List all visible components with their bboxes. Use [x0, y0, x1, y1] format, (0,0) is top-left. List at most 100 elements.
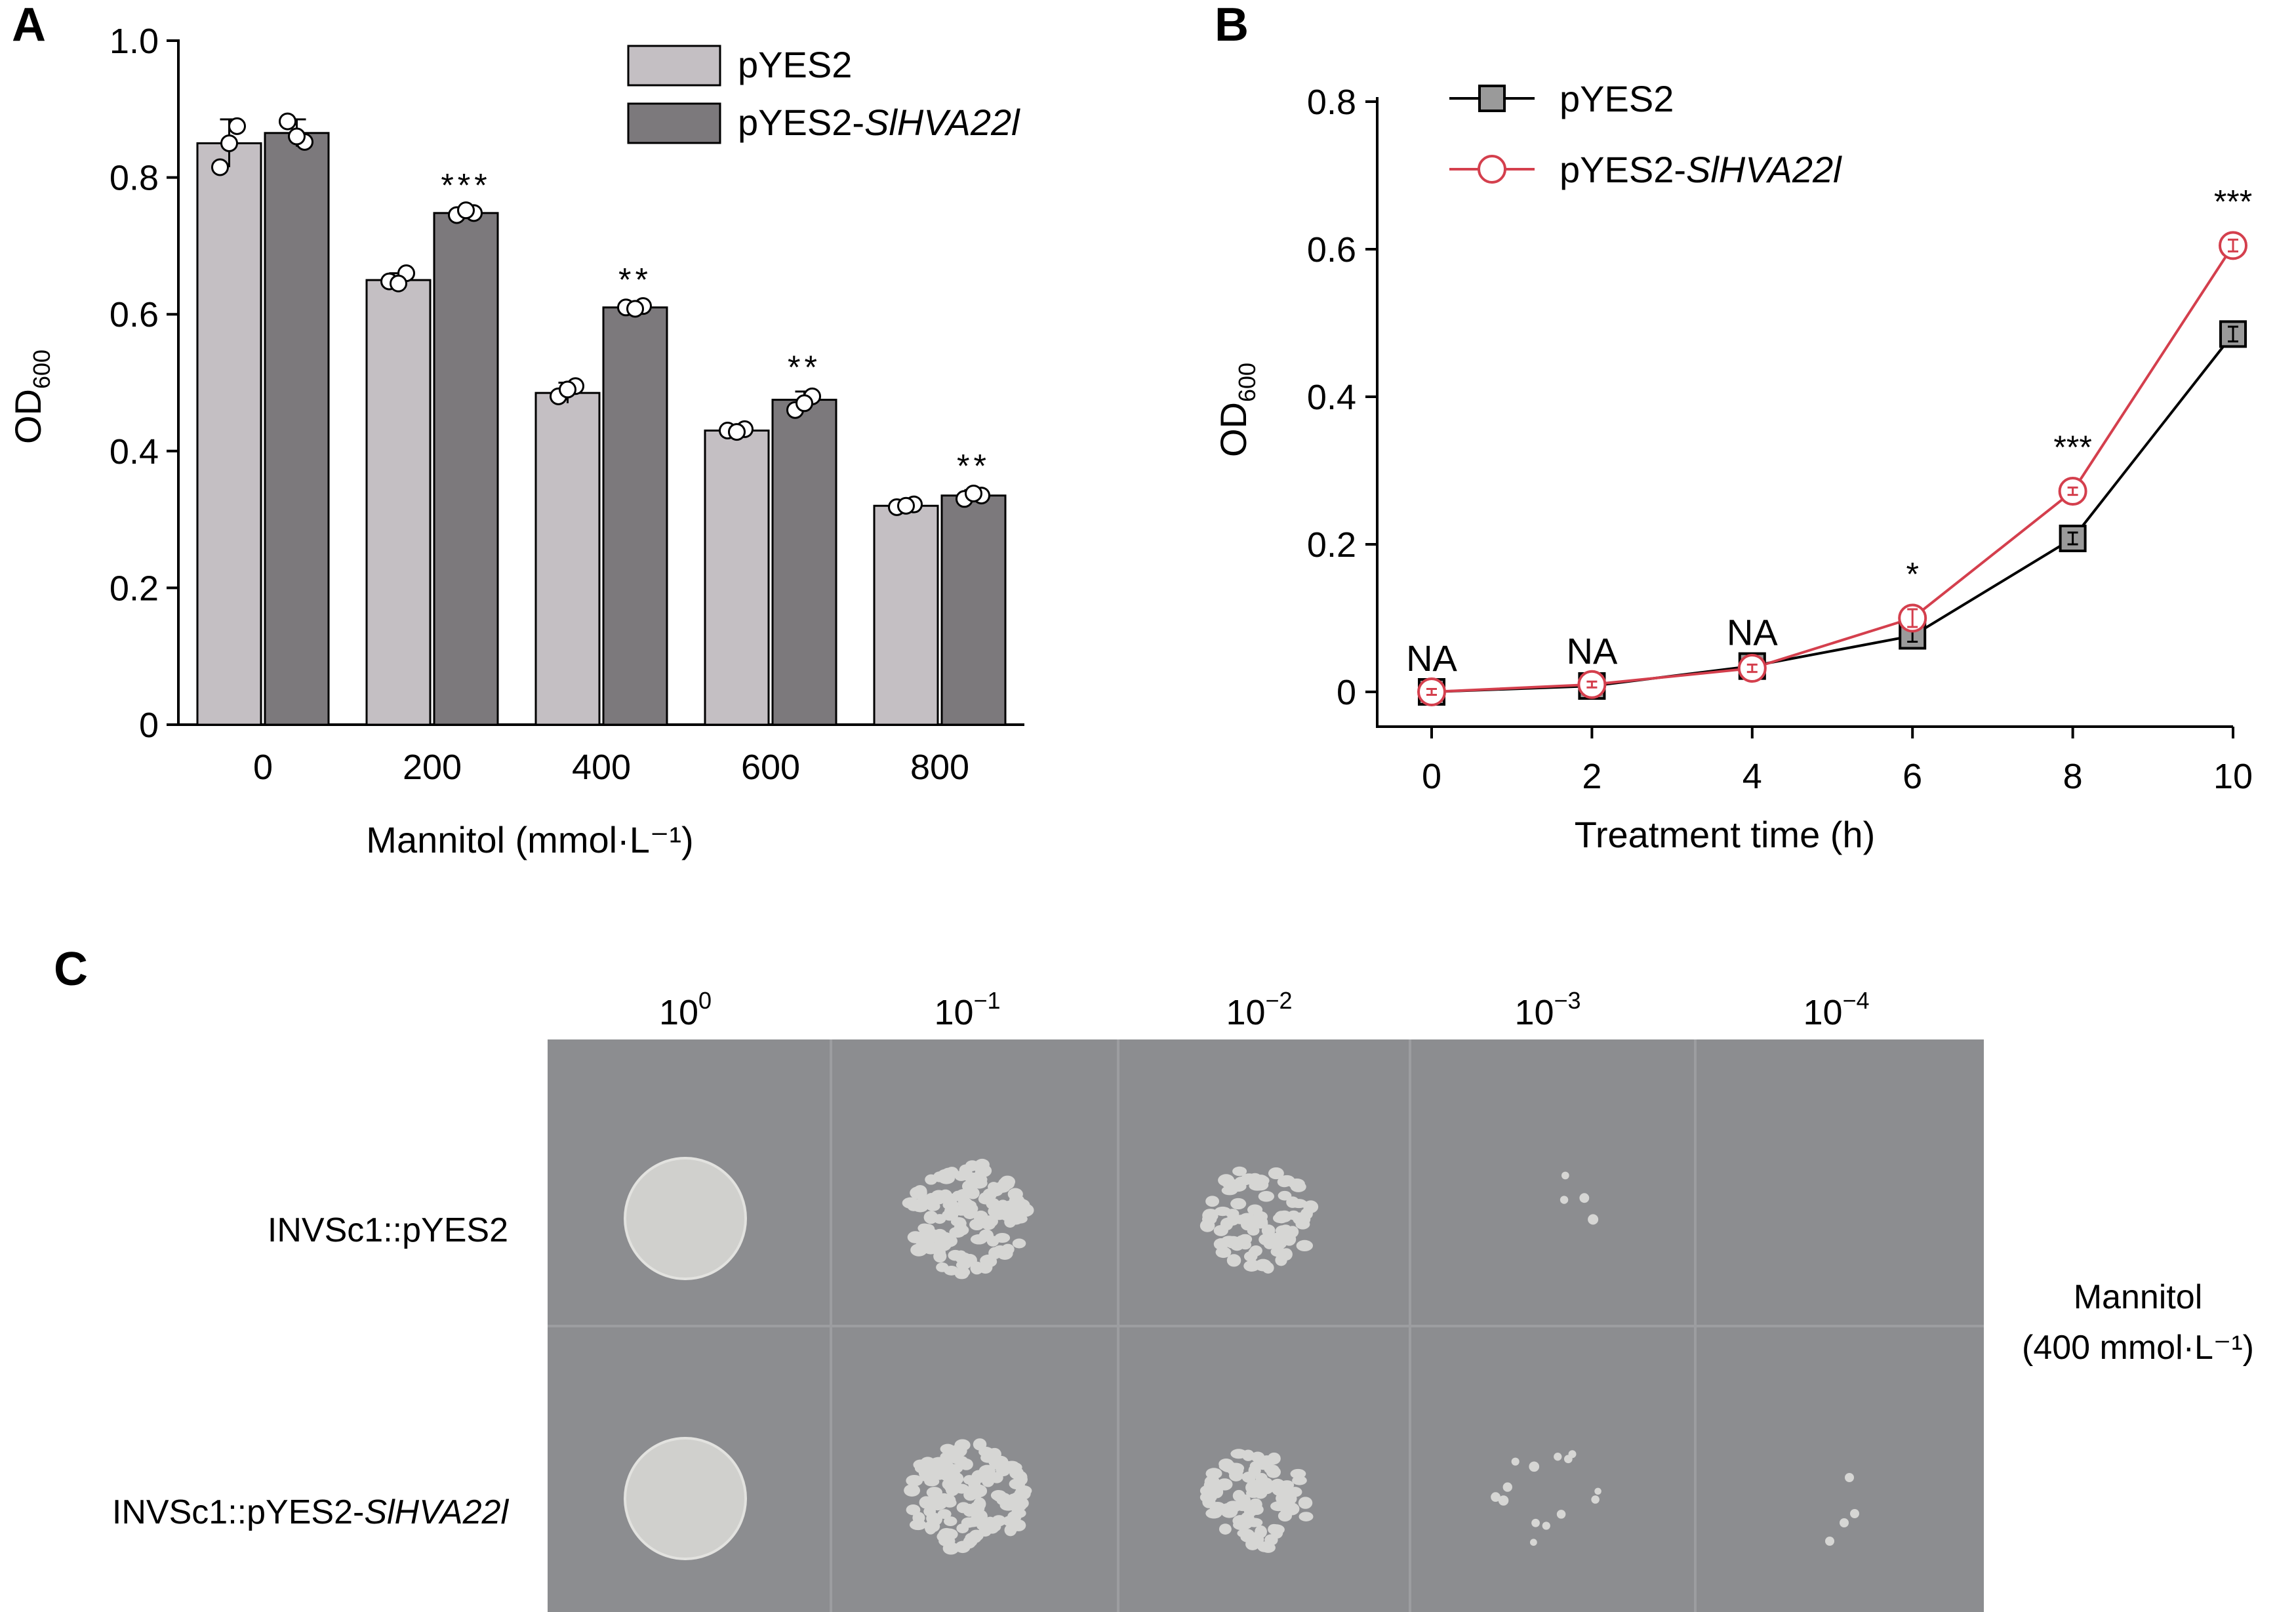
colony — [1209, 1501, 1226, 1514]
colony — [956, 1523, 969, 1533]
colony — [1560, 1196, 1569, 1204]
panel-a-x-tick-label: 400 — [572, 748, 631, 787]
colony — [975, 1158, 990, 1171]
colony — [980, 1453, 996, 1463]
significance-label: *** — [441, 167, 491, 204]
colony — [1011, 1519, 1026, 1531]
colony — [1542, 1521, 1550, 1530]
colony — [1271, 1237, 1287, 1250]
panel-a-bar-chart: 00.20.40.60.81.00 200 400 600 800 ********* … — [7, 22, 1024, 860]
colony — [904, 1484, 921, 1497]
data-point — [626, 300, 644, 318]
colony — [956, 1260, 971, 1270]
bar — [196, 142, 262, 726]
colony — [1226, 1254, 1241, 1267]
colony — [909, 1520, 927, 1531]
colony — [938, 1527, 955, 1541]
panel-a-x-tick-label: 200 — [403, 748, 462, 787]
significance-label: NA — [1567, 630, 1618, 672]
colony — [986, 1198, 1000, 1210]
colony — [1261, 1224, 1276, 1237]
significance-label: ** — [957, 447, 990, 484]
colony — [1240, 1173, 1258, 1185]
colony — [1531, 1518, 1540, 1527]
colony — [1205, 1196, 1220, 1207]
colony — [1237, 1528, 1255, 1539]
panel-b-x-tick-label: 4 — [1742, 757, 1762, 796]
row-label-pyes2-slhva22l: INVSc1::pYES2-SlHVA22l — [112, 1493, 510, 1531]
data-point — [965, 484, 982, 502]
panel-a-y-tick-label: 0.6 — [110, 295, 159, 334]
colony — [1239, 1499, 1253, 1510]
colony — [973, 1178, 988, 1189]
colony — [1215, 1246, 1232, 1259]
panel-a-letter: A — [12, 0, 46, 51]
significance-label: ** — [618, 262, 652, 298]
colony — [1563, 1455, 1573, 1464]
colony — [1276, 1493, 1289, 1504]
panel-c-spot-assay: 100 10−1 10−2 10−3 10−4 INVSc1::pYES2 INVSc1… — [112, 987, 2254, 1612]
condition-label-line2: (400 mmol·L⁻¹) — [2022, 1329, 2254, 1367]
colony — [906, 1504, 921, 1516]
series-line-pyes2 — [1431, 333, 2234, 693]
colony — [910, 1243, 928, 1257]
dilution-header: 100 — [659, 987, 712, 1032]
significance-label: *** — [2214, 183, 2252, 220]
colony — [1009, 1466, 1024, 1480]
colony — [1202, 1211, 1218, 1222]
colony — [1268, 1167, 1284, 1180]
colony — [1277, 1177, 1292, 1188]
colony — [1015, 1485, 1032, 1497]
colony — [1263, 1237, 1276, 1249]
colony — [1232, 1489, 1245, 1502]
colony — [1279, 1224, 1292, 1235]
colony-lawn — [624, 1437, 747, 1560]
colony — [1236, 1519, 1249, 1531]
colony — [1249, 1245, 1262, 1257]
colony — [993, 1245, 1007, 1256]
colony — [910, 1186, 927, 1199]
bar — [264, 132, 330, 726]
legend-label-pyes2: pYES2 — [738, 44, 852, 85]
colony — [1297, 1214, 1310, 1224]
colony — [1270, 1478, 1285, 1491]
colony — [1491, 1492, 1500, 1502]
dilution-base: 10 — [1226, 993, 1265, 1032]
panel-c-letter: C — [54, 943, 88, 996]
panel-b-x-tick-label: 10 — [2213, 757, 2253, 796]
data-point — [211, 158, 229, 176]
panel-a-y-tick-label: 0.4 — [110, 432, 159, 472]
bar — [873, 504, 939, 726]
dilution-headers: 100 10−1 10−2 10−3 10−4 — [659, 987, 1870, 1032]
colony — [1561, 1171, 1569, 1180]
colony — [1246, 1259, 1259, 1269]
colony — [1262, 1262, 1274, 1274]
row-label-pyes2: INVSc1::pYES2 — [268, 1211, 508, 1249]
colony — [938, 1189, 953, 1203]
colony — [926, 1487, 942, 1499]
legend-marker-square — [1478, 85, 1506, 112]
colony — [1591, 1495, 1600, 1504]
bar — [602, 306, 668, 726]
dilution-header: 10−3 — [1514, 987, 1581, 1032]
panel-b-x-tick-label: 8 — [2063, 757, 2083, 796]
panel-b-line-chart: 00.20.40.60.80 2 4 6 8 10 NA NA NA******* pYES2… — [1213, 78, 2253, 855]
panel-b-y-tick-label: 0.8 — [1307, 83, 1356, 122]
colony — [1266, 1466, 1281, 1478]
colony — [1230, 1449, 1247, 1459]
colony — [1268, 1523, 1280, 1534]
colony — [933, 1214, 946, 1224]
colony — [992, 1490, 1007, 1502]
legend-swatch-pyes2 — [627, 45, 721, 87]
dilution-base: 10 — [934, 993, 973, 1032]
data-point — [220, 134, 238, 152]
marker-square — [2059, 525, 2087, 552]
colony — [933, 1171, 946, 1182]
panel-a-x-tick-label: 600 — [741, 748, 800, 787]
colony — [943, 1516, 957, 1527]
colony — [925, 1193, 937, 1206]
series-line-pyes2-slhva22l — [1431, 245, 2234, 693]
colony — [1287, 1210, 1300, 1220]
colony — [1556, 1510, 1566, 1519]
colony — [1217, 1478, 1233, 1491]
